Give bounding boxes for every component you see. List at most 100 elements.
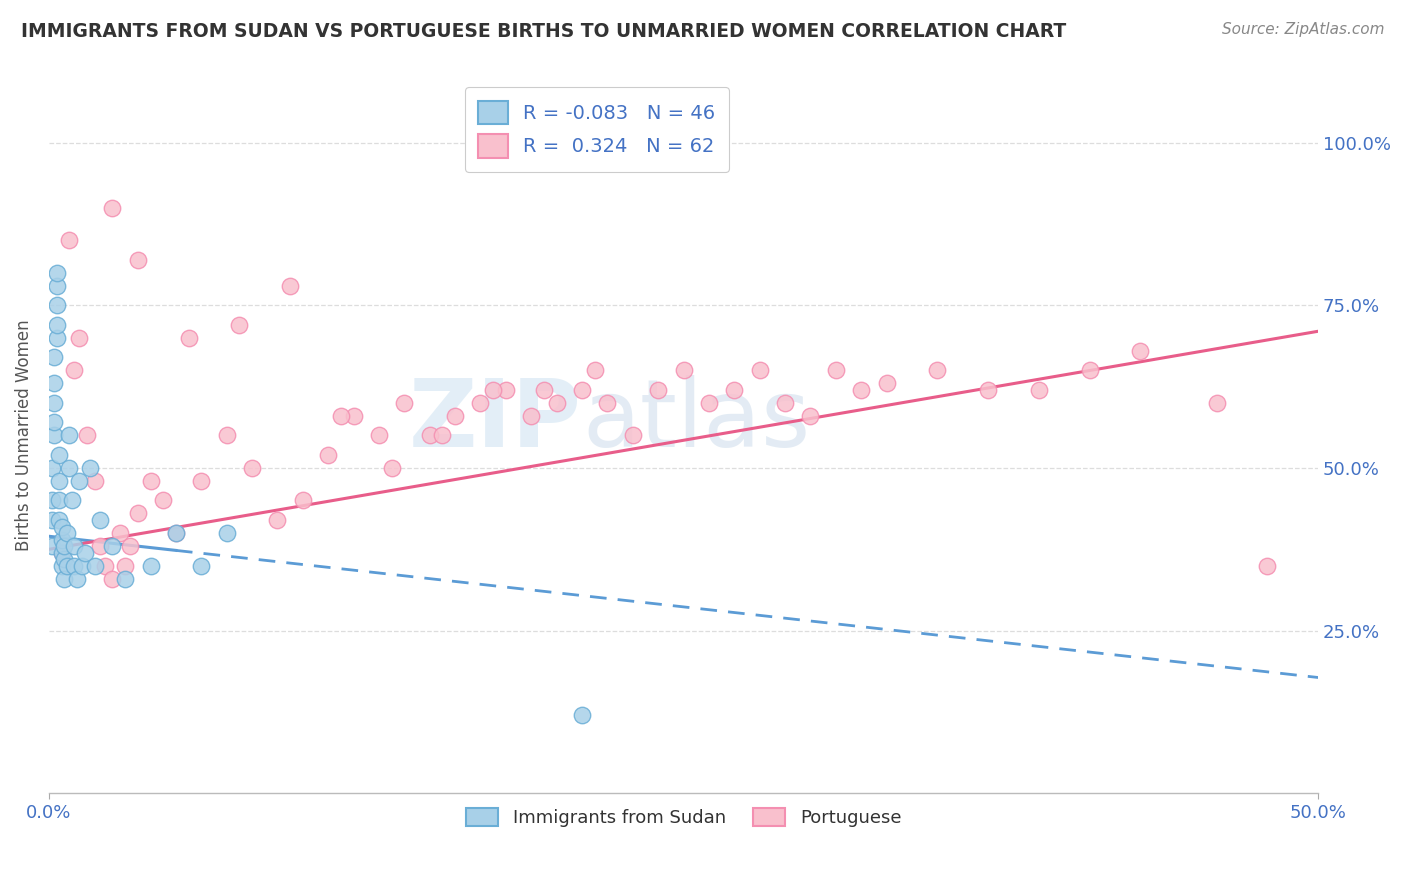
Point <box>83 558 105 573</box>
Point <box>42 428 65 442</box>
Point <box>1205 396 1227 410</box>
Point <box>48 513 70 527</box>
Point <box>45 266 67 280</box>
Point <box>520 409 543 423</box>
Point <box>571 383 593 397</box>
Text: atlas: atlas <box>582 375 810 467</box>
Point <box>1256 558 1278 573</box>
Point <box>45 318 67 332</box>
Point <box>127 252 149 267</box>
Point <box>596 396 619 410</box>
Point <box>67 331 90 345</box>
Point <box>58 428 80 442</box>
Point <box>63 539 86 553</box>
Point <box>1129 343 1152 358</box>
Point <box>51 519 73 533</box>
Point <box>76 428 98 442</box>
Point <box>120 539 142 553</box>
Point <box>266 513 288 527</box>
Point <box>48 493 70 508</box>
Point <box>165 526 187 541</box>
Point <box>45 298 67 312</box>
Point <box>278 278 301 293</box>
Point <box>240 461 263 475</box>
Point <box>55 558 77 573</box>
Point <box>101 572 124 586</box>
Point <box>876 376 898 391</box>
Point <box>482 383 505 397</box>
Point <box>583 363 606 377</box>
Point <box>42 396 65 410</box>
Point <box>101 201 124 215</box>
Point <box>45 331 67 345</box>
Point <box>1078 363 1101 377</box>
Point <box>1028 383 1050 397</box>
Point <box>41 461 63 475</box>
Point <box>672 363 695 377</box>
Point <box>53 572 76 586</box>
Point <box>748 363 770 377</box>
Point <box>139 474 162 488</box>
Point <box>824 363 846 377</box>
Point <box>215 526 238 541</box>
Point <box>621 428 644 442</box>
Point <box>165 526 187 541</box>
Point <box>51 533 73 547</box>
Point <box>89 539 111 553</box>
Point <box>444 409 467 423</box>
Point <box>42 416 65 430</box>
Point <box>368 428 391 442</box>
Point <box>190 474 212 488</box>
Point <box>53 539 76 553</box>
Point <box>139 558 162 573</box>
Point <box>381 461 404 475</box>
Point <box>73 545 96 559</box>
Point <box>329 409 352 423</box>
Point <box>419 428 441 442</box>
Point <box>190 558 212 573</box>
Point <box>394 396 416 410</box>
Point <box>79 461 101 475</box>
Point <box>977 383 1000 397</box>
Point <box>228 318 250 332</box>
Point <box>89 513 111 527</box>
Point <box>70 558 93 573</box>
Point <box>799 409 821 423</box>
Point <box>60 493 83 508</box>
Point <box>927 363 949 377</box>
Text: Source: ZipAtlas.com: Source: ZipAtlas.com <box>1222 22 1385 37</box>
Point <box>55 526 77 541</box>
Point <box>152 493 174 508</box>
Point <box>108 526 131 541</box>
Point <box>342 409 364 423</box>
Point <box>45 278 67 293</box>
Y-axis label: Births to Unmarried Women: Births to Unmarried Women <box>15 319 32 551</box>
Legend: Immigrants from Sudan, Portuguese: Immigrants from Sudan, Portuguese <box>458 801 908 834</box>
Point <box>42 376 65 391</box>
Point <box>83 474 105 488</box>
Point <box>51 558 73 573</box>
Point <box>58 461 80 475</box>
Point <box>127 507 149 521</box>
Point <box>215 428 238 442</box>
Point <box>291 493 314 508</box>
Point <box>571 708 593 723</box>
Point <box>773 396 796 410</box>
Point <box>94 558 117 573</box>
Point <box>533 383 555 397</box>
Point <box>41 539 63 553</box>
Point <box>546 396 568 410</box>
Point <box>66 572 89 586</box>
Point <box>101 539 124 553</box>
Point <box>41 513 63 527</box>
Point <box>432 428 454 442</box>
Text: ZIP: ZIP <box>409 375 582 467</box>
Point <box>63 363 86 377</box>
Point <box>67 474 90 488</box>
Point <box>42 351 65 365</box>
Point <box>41 493 63 508</box>
Point <box>51 545 73 559</box>
Point <box>723 383 745 397</box>
Point <box>316 448 339 462</box>
Point <box>177 331 200 345</box>
